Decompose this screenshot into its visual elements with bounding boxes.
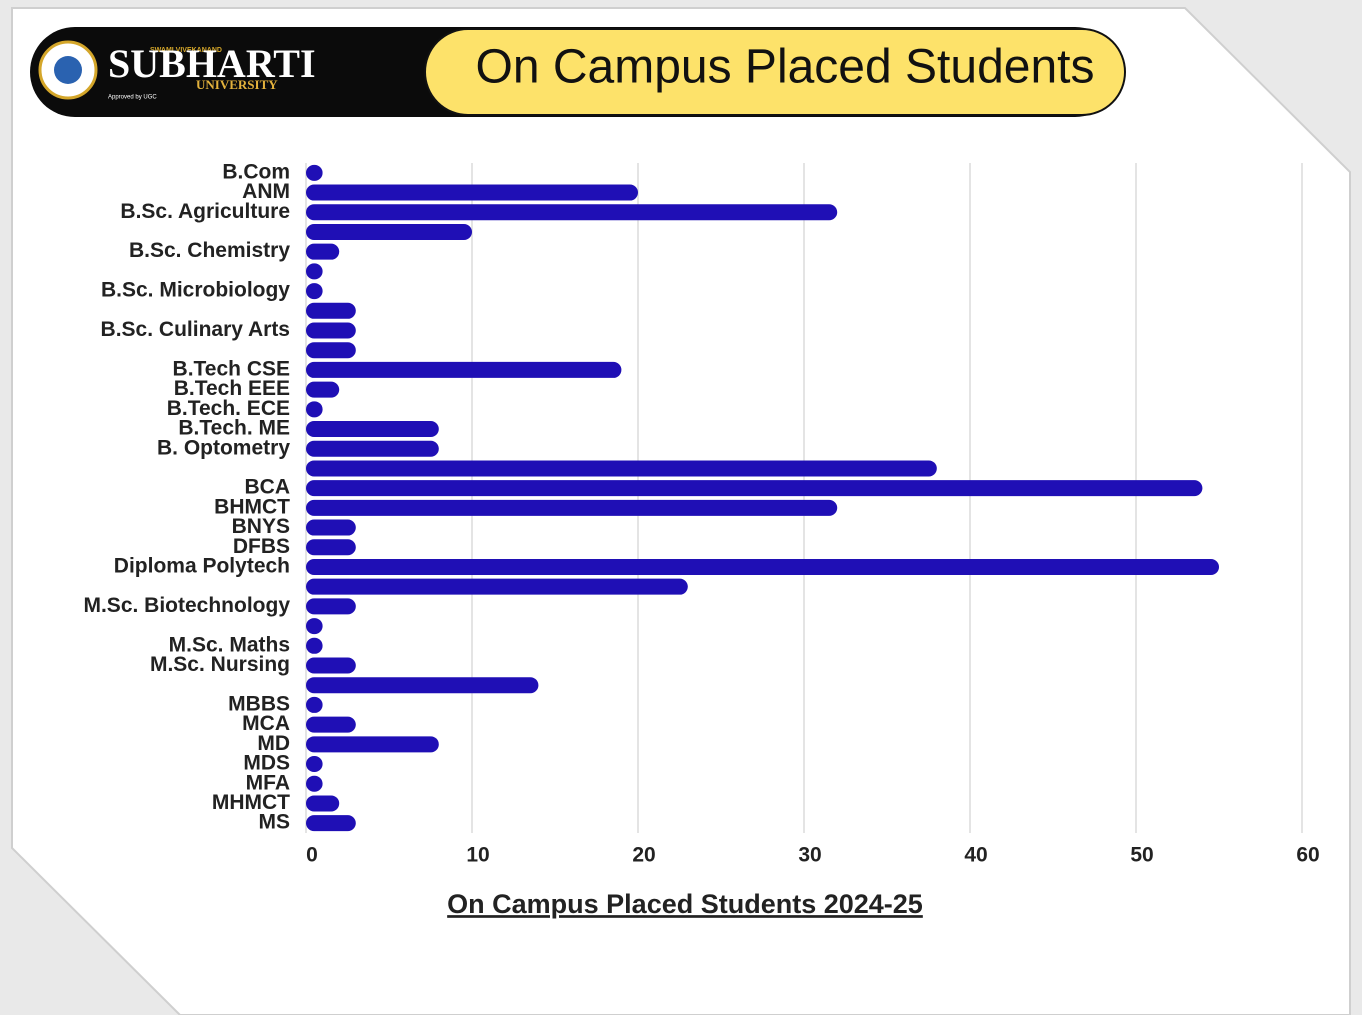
- bar: [306, 618, 323, 635]
- bar: [306, 263, 323, 280]
- bar: [306, 401, 323, 418]
- bar: [306, 716, 356, 733]
- bar: [306, 184, 638, 201]
- x-tick-label: 10: [466, 844, 489, 867]
- x-tick-label: 50: [1130, 844, 1153, 867]
- bar: [306, 539, 356, 556]
- bar: [306, 637, 323, 654]
- y-tick-label: B.Com: [222, 160, 290, 183]
- y-tick-label: BCA: [245, 476, 291, 499]
- y-tick-label: Diploma Polytech: [114, 555, 290, 578]
- y-tick-label: M.Sc. Nursing: [150, 653, 290, 676]
- y-tick-label: BNYS: [232, 515, 290, 538]
- x-tick-label: 0: [306, 844, 318, 867]
- bar: [306, 283, 323, 300]
- logo-sub: UNIVERSITY: [196, 77, 278, 92]
- bar: [306, 421, 439, 438]
- y-tick-label: M.Sc. Maths: [169, 633, 290, 656]
- y-tick-label: MD: [257, 732, 290, 755]
- bar: [306, 795, 340, 812]
- title-pill: [424, 28, 1126, 116]
- bar: [306, 164, 323, 181]
- bar: [306, 736, 439, 753]
- y-tick-label: MBBS: [228, 692, 290, 715]
- x-axis-title: On Campus Placed Students 2024-25: [447, 889, 923, 919]
- bar: [306, 322, 356, 339]
- x-tick-label: 40: [964, 844, 987, 867]
- bar: [306, 696, 323, 713]
- bar: [306, 480, 1203, 497]
- bar: [306, 361, 622, 378]
- bar: [306, 775, 323, 792]
- y-tick-label: M.Sc. Biotechnology: [83, 594, 290, 617]
- x-tick-label: 60: [1296, 844, 1319, 867]
- bar: [306, 558, 1219, 575]
- bar: [306, 519, 356, 536]
- bar: [306, 756, 323, 773]
- y-tick-label: B.Sc. Agriculture: [120, 200, 290, 223]
- y-tick-label: B.Sc. Culinary Arts: [101, 318, 290, 341]
- logo-note: Approved by UGC: [108, 95, 157, 101]
- bar: [306, 302, 356, 319]
- bar: [306, 578, 688, 595]
- y-tick-label: MHMCT: [212, 791, 290, 814]
- y-tick-label: B. Optometry: [157, 436, 290, 459]
- y-tick-label: B.Tech. ME: [178, 417, 290, 440]
- bar: [306, 342, 356, 359]
- bar: [306, 381, 340, 398]
- bar: [306, 243, 340, 260]
- bar: [306, 223, 472, 240]
- x-tick-label: 30: [798, 844, 821, 867]
- bar: [306, 204, 838, 221]
- chart-title: On Campus Placed Students: [475, 41, 1094, 94]
- y-tick-label: MCA: [242, 712, 290, 735]
- y-tick-label: DFBS: [233, 535, 290, 558]
- bar: [306, 499, 838, 516]
- y-tick-label: B.Sc. Microbiology: [101, 279, 290, 302]
- y-tick-label: B.Sc. Chemistry: [129, 239, 290, 262]
- y-tick-label: BHMCT: [214, 495, 290, 518]
- logo-top: SWAMI VIVEKANAND: [150, 47, 222, 54]
- y-tick-label: MFA: [246, 771, 290, 794]
- y-tick-label: ANM: [242, 180, 290, 203]
- bar: [306, 657, 356, 674]
- y-tick-label: B.Tech. ECE: [167, 397, 290, 420]
- bar: [306, 815, 356, 832]
- y-tick-label: MDS: [243, 752, 290, 775]
- y-tick-label: B.Tech CSE: [173, 357, 290, 380]
- x-tick-label: 20: [632, 844, 655, 867]
- bar: [306, 598, 356, 615]
- y-tick-label: B.Tech EEE: [174, 377, 290, 400]
- logo-name: SUBHARTI: [108, 41, 316, 86]
- bar: [306, 677, 539, 694]
- bar: [306, 440, 439, 457]
- logo-emblem-inner: [54, 56, 82, 84]
- bar: [306, 460, 937, 477]
- y-tick-label: MS: [259, 811, 291, 834]
